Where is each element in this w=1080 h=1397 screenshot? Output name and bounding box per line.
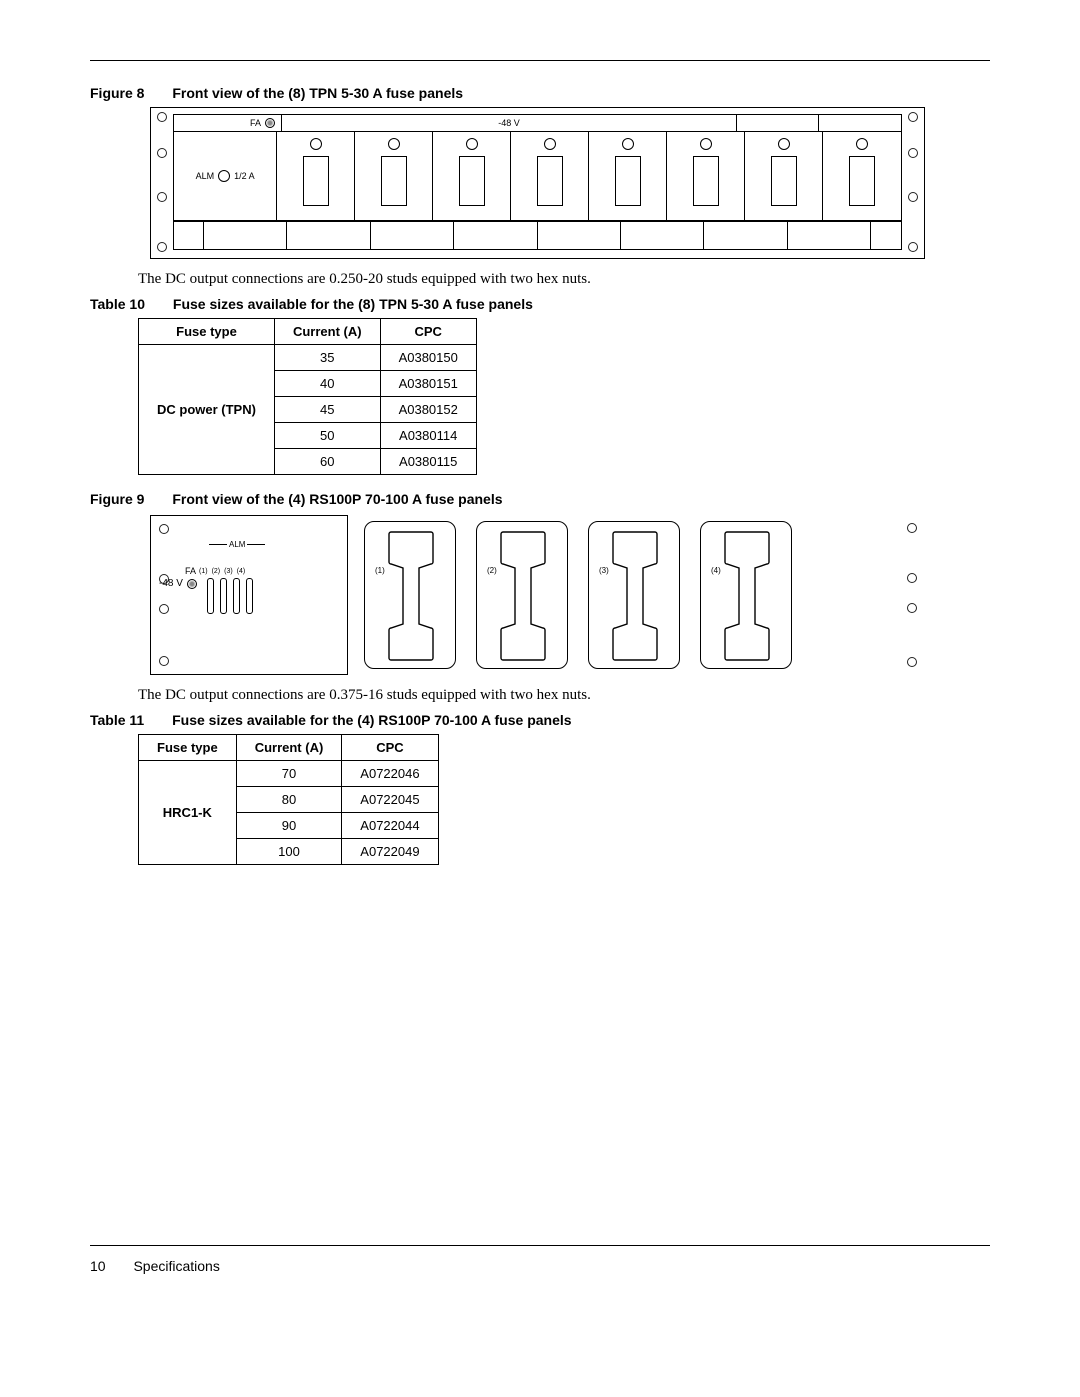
half-amp-label: 1/2 A [234, 171, 255, 181]
cell: 60 [274, 449, 380, 475]
cell: 80 [236, 787, 342, 813]
section-title: Specifications [133, 1258, 219, 1274]
fa-num: (3) [224, 568, 233, 575]
neg48-indicator-icon [187, 579, 197, 589]
alm-label: ALM [229, 540, 245, 549]
fa-indicator-icon [265, 118, 275, 128]
rs-fuse-slot: (3) [584, 515, 684, 675]
figure9-caption: Figure 9 Front view of the (4) RS100P 70… [90, 491, 990, 507]
fuse-num: (3) [599, 566, 609, 575]
table-row: HRC1-K 70 A0722046 [139, 761, 439, 787]
figure9-diagram: ALM FA (1) (2) (3) (4) -48 V [150, 515, 990, 675]
cell: 90 [236, 813, 342, 839]
fa-num: (2) [212, 568, 221, 575]
figure8-title: Front view of the (8) TPN 5-30 A fuse pa… [172, 85, 463, 101]
fuse-type-cell: HRC1-K [139, 761, 237, 865]
cell: A0380115 [380, 449, 476, 475]
fuse-slot [667, 132, 745, 220]
switch-bank [207, 578, 253, 614]
cell: 45 [274, 397, 380, 423]
neg48-label: -48 V [498, 118, 520, 128]
cell: 100 [236, 839, 342, 865]
fa-num: (1) [199, 568, 208, 575]
cell: A0722049 [342, 839, 438, 865]
alm-indicator-icon [218, 170, 230, 182]
body-text-1: The DC output connections are 0.250-20 s… [138, 271, 990, 288]
fuse-slot [511, 132, 589, 220]
table-row: DC power (TPN) 35 A0380150 [139, 345, 477, 371]
page-footer: 10 Specifications [90, 1258, 990, 1274]
table11-caption: Table 11 Fuse sizes available for the (4… [90, 712, 990, 728]
table10-title: Fuse sizes available for the (8) TPN 5-3… [173, 296, 533, 312]
table10-caption: Table 10 Fuse sizes available for the (8… [90, 296, 990, 312]
fa-label: FA [250, 118, 261, 128]
cell: A0722046 [342, 761, 438, 787]
col-header: CPC [380, 319, 476, 345]
neg48-label: -48 V [159, 578, 183, 589]
cell: A0380151 [380, 371, 476, 397]
cell: 70 [236, 761, 342, 787]
fuse-slot [277, 132, 355, 220]
fa-label: FA [185, 566, 196, 576]
body-text-2: The DC output connections are 0.375-16 s… [138, 687, 990, 704]
col-header: Current (A) [274, 319, 380, 345]
page-number: 10 [90, 1258, 106, 1274]
table10: Fuse type Current (A) CPC DC power (TPN)… [138, 318, 477, 475]
col-header: Fuse type [139, 319, 275, 345]
rs-fuse-slot: (1) [360, 515, 460, 675]
table11-title: Fuse sizes available for the (4) RS100P … [172, 712, 571, 728]
table11-number: Table 11 [90, 712, 144, 728]
table10-number: Table 10 [90, 296, 145, 312]
rs-fuse-slot: (4) [696, 515, 796, 675]
cell: A0380150 [380, 345, 476, 371]
fuse-slot [433, 132, 511, 220]
bottom-rule [90, 1245, 990, 1246]
fuse-type-cell: DC power (TPN) [139, 345, 275, 475]
table-row: Fuse type Current (A) CPC [139, 735, 439, 761]
table11: Fuse type Current (A) CPC HRC1-K 70 A072… [138, 734, 439, 865]
cell: A0722044 [342, 813, 438, 839]
alm-block: ALM [209, 540, 265, 549]
col-header: Fuse type [139, 735, 237, 761]
cell: A0380152 [380, 397, 476, 423]
top-rule [90, 60, 990, 61]
fuse-slot [745, 132, 823, 220]
cell: 35 [274, 345, 380, 371]
table-row: Fuse type Current (A) CPC [139, 319, 477, 345]
col-header: CPC [342, 735, 438, 761]
col-header: Current (A) [236, 735, 342, 761]
cell: 40 [274, 371, 380, 397]
figure8-caption: Figure 8 Front view of the (8) TPN 5-30 … [90, 85, 990, 101]
figure9-number: Figure 9 [90, 491, 144, 507]
figure8-number: Figure 8 [90, 85, 144, 101]
rs-fuse-slot: (2) [472, 515, 572, 675]
figure8-diagram: FA -48 V ALM 1/2 A [150, 107, 990, 259]
cell: A0380114 [380, 423, 476, 449]
figure9-title: Front view of the (4) RS100P 70-100 A fu… [172, 491, 502, 507]
alm-label: ALM [196, 171, 215, 181]
fuse-num: (1) [375, 566, 385, 575]
cell: 50 [274, 423, 380, 449]
fuse-slot [589, 132, 667, 220]
fa-num: (4) [237, 568, 246, 575]
fuse-num: (2) [487, 566, 497, 575]
fuse-slot [355, 132, 433, 220]
cell: A0722045 [342, 787, 438, 813]
fuse-slot [823, 132, 901, 220]
fuse-num: (4) [711, 566, 721, 575]
